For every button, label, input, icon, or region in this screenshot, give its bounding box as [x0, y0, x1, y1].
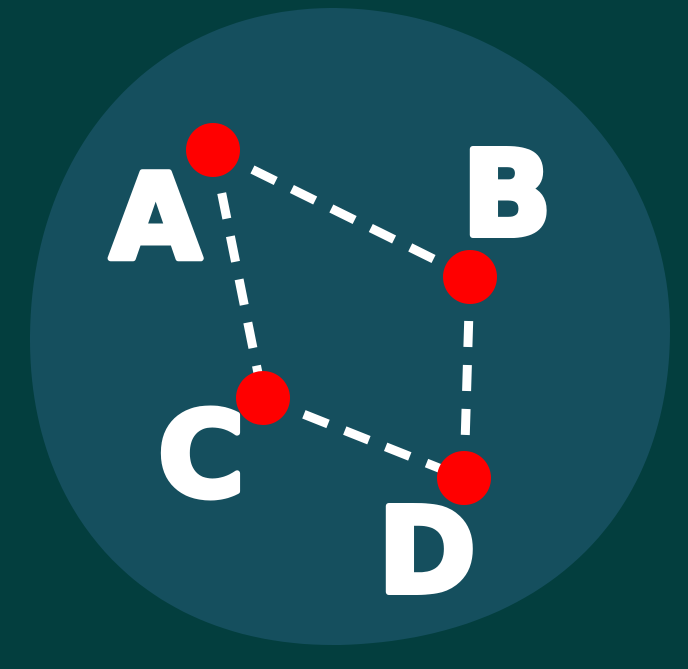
- edge-b-d: [459, 276, 475, 479]
- nodes-group: [186, 123, 497, 505]
- node-c-dot: [236, 371, 290, 425]
- edge-c-d: [261, 393, 466, 483]
- node-c-label: C: [158, 386, 245, 524]
- node-b-dot: [443, 250, 497, 304]
- background-disc: [29, 8, 671, 646]
- node-a-label: A: [110, 148, 201, 286]
- node-d-label: D: [378, 482, 476, 620]
- node-b-label: B: [462, 125, 552, 263]
- node-a-dot: [186, 123, 240, 177]
- labels-group: A B C D: [107, 122, 555, 623]
- edges-group: [208, 145, 475, 483]
- edge-a-b: [211, 145, 472, 282]
- node-d-dot: [437, 451, 491, 505]
